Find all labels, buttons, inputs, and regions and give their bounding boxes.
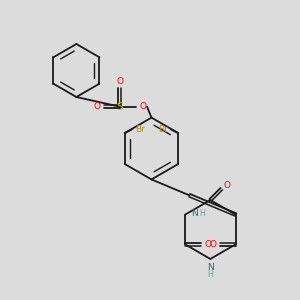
Text: Br: Br [135,125,145,134]
Text: N: N [191,209,198,218]
Text: Br: Br [158,125,168,134]
Text: S: S [117,102,123,112]
Text: O: O [139,102,146,111]
Text: O: O [224,182,231,190]
Text: O: O [116,77,124,86]
Text: N: N [207,263,214,272]
Text: H: H [199,209,205,218]
Text: O: O [204,240,211,249]
Text: O: O [210,240,217,249]
Text: O: O [94,102,101,111]
Text: H: H [207,270,213,279]
